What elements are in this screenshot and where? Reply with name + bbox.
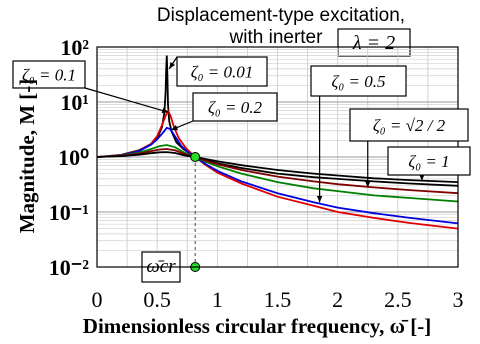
x-axis-label: Dimensionless circular frequency, ω̄ [-]: [83, 314, 431, 338]
series-label-arrowhead: [316, 195, 323, 203]
chart-title: Displacement-type excitation,: [157, 5, 405, 26]
x-tick-labels: 0 0.5 1 1.5 2 2.5 3: [92, 287, 464, 312]
x-tick-label: 0: [92, 287, 103, 312]
series-line: [96, 108, 459, 230]
series-labels: ζ₀ = 0.1 ζ₀ = 0.01 ζ₀ = 0.2 ζ₀ = 0.5 ζ₀ = √2…: [12, 56, 471, 203]
x-tick-label: 2: [332, 287, 343, 312]
y-tick-label: 10²: [60, 35, 89, 60]
series-label-box: [387, 146, 471, 176]
series-label-box: [349, 108, 469, 142]
x-tick-label: 2.5: [384, 287, 412, 312]
x-tick-label: 1.5: [264, 287, 292, 312]
series-label-text: ζ₀ = 0.5: [331, 72, 385, 91]
series-label-box: [176, 56, 268, 87]
lambda-label: λ = 2: [337, 28, 411, 57]
y-tick-label: 10⁰: [58, 145, 89, 170]
series-line: [96, 126, 459, 225]
series-label-box: [12, 60, 86, 89]
series-label: ζ₀ = 0.1: [12, 60, 169, 114]
y-tick-label: 10⁻¹: [49, 200, 89, 225]
y-tick-label: 10¹: [60, 90, 89, 115]
series-label: ζ₀ = 1: [387, 146, 471, 181]
series-label-arrowhead: [169, 62, 176, 69]
series-line: [96, 151, 459, 183]
series-label-text: ζ₀ = √2 / 2: [373, 116, 446, 135]
series-label-text: ζ₀ = 0.01: [191, 63, 254, 82]
series-label: ζ₀ = 0.5: [310, 65, 407, 203]
chart-subtitle: with inerter: [229, 27, 324, 48]
series-label-arrowhead: [419, 174, 425, 181]
series-label: ζ₀ = 0.01: [168, 56, 268, 87]
series-label-text: ζ₀ = 1: [408, 152, 449, 171]
series-label-arrow: [84, 87, 169, 113]
series-label-text: ζ₀ = 0.1: [22, 66, 76, 85]
x-tick-label: 0.5: [143, 287, 171, 312]
svg-text:λ = 2: λ = 2: [352, 32, 395, 54]
series-label-arrowhead: [171, 125, 179, 131]
series-label: ζ₀ = 0.2: [170, 92, 278, 131]
y-tick-label: 10⁻²: [49, 255, 90, 280]
y-tick-labels: 10² 10¹ 10⁰ 10⁻¹ 10⁻²: [49, 35, 90, 280]
series-label-text: ζ₀ = 0.2: [208, 98, 263, 117]
curves: [96, 55, 459, 230]
crossover-point: [190, 152, 201, 162]
x-tick-label: 3: [453, 287, 464, 312]
series-label-box: [192, 92, 278, 122]
y-axis-label: Magnitude, M [-]: [15, 79, 39, 234]
series-label: ζ₀ = √2 / 2: [349, 108, 469, 188]
series-label-box: [310, 65, 407, 97]
series-label-arrowhead: [365, 180, 371, 188]
x-tick-label: 1: [212, 287, 223, 312]
series-label-arrowhead: [161, 107, 169, 114]
